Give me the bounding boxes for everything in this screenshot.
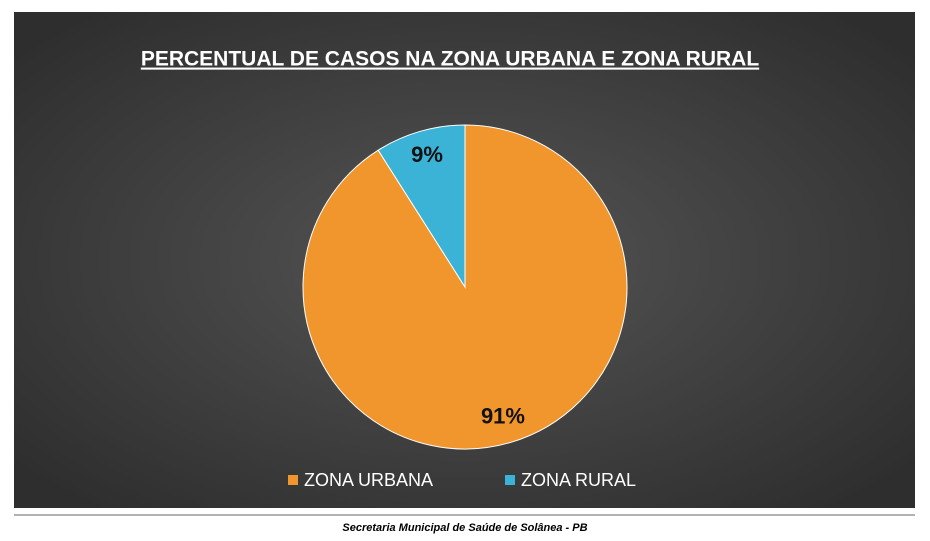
legend-swatch — [288, 475, 298, 485]
data-label: 9% — [411, 142, 443, 167]
legend-label: ZONA URBANA — [304, 470, 433, 490]
chart-title: PERCENTUAL DE CASOS NA ZONA URBANA E ZON… — [141, 48, 760, 71]
pie-slice — [377, 124, 466, 289]
footer: Secretaria Municipal de Saúde de Solânea… — [342, 522, 587, 534]
legend-label: ZONA RURAL — [521, 470, 636, 490]
legend-swatch — [505, 475, 515, 485]
data-label: 91% — [481, 403, 525, 428]
